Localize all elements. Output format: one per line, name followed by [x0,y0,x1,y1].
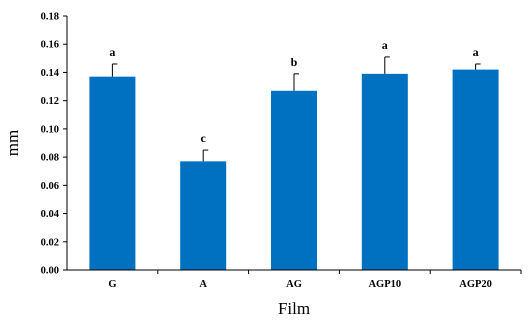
significance-label: a [382,38,388,52]
y-axis-title: mm [3,130,22,156]
significance-label: a [109,45,115,59]
y-tick-label: 0.08 [41,153,59,164]
bar-ag [271,90,317,271]
significance-label: c [201,131,207,145]
bars [89,69,499,271]
bar-agp10 [361,73,408,270]
significance-label: a [473,45,479,59]
y-tick-label: 0.00 [41,266,59,277]
bar-agp20 [452,69,499,270]
x-axis-ticks: G A AG AGP10 AGP20 [108,270,522,290]
significance-label: b [291,55,298,69]
x-tick-label: G [108,279,116,290]
y-tick-label: 0.16 [41,40,59,51]
y-tick-label: 0.18 [41,12,59,23]
y-tick-label: 0.12 [41,96,59,107]
y-tick-label: 0.04 [41,209,60,220]
y-tick-label: 0.10 [41,124,59,135]
x-tick-label: AG [286,279,302,290]
error-bars [111,56,481,162]
bar-a [180,161,227,270]
y-tick-label: 0.06 [41,181,59,192]
x-tick-label: A [199,279,207,290]
x-tick-label: AGP10 [368,279,401,290]
significance-labels: a c b a a [109,38,478,145]
y-axis-ticks: 0.00 0.02 0.04 0.06 0.08 0.10 0.12 0.14 0.16 0.18 [41,12,67,277]
y-tick-label: 0.02 [41,237,59,248]
bar-g [89,76,136,270]
x-tick-label: AGP20 [459,279,492,290]
x-axis-title: Film [278,299,310,318]
y-tick-label: 0.14 [41,68,60,79]
